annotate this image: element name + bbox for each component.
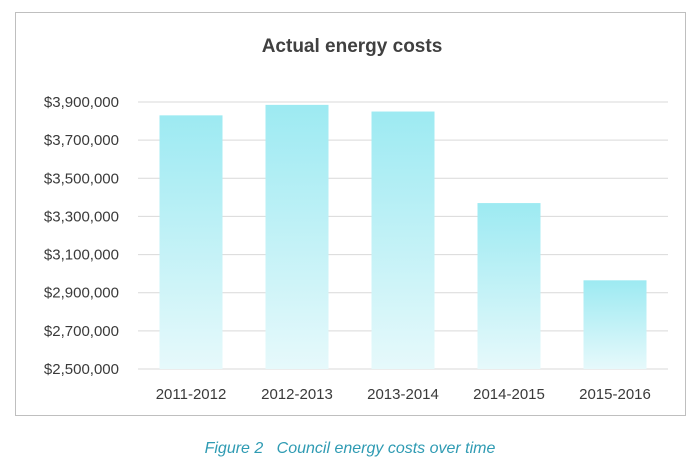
bar-chart: Actual energy costs $2,500,000 $2,700,000… [44,36,668,403]
bar-2015-2016 [583,280,647,369]
figure-caption-label: Figure 2 [204,440,264,457]
x-axis-tick-labels: 2011-2012 2012-2013 2013-2014 2014-2015 2015… [156,386,651,403]
y-tick-label: $2,900,000 [44,285,119,302]
bar-2011-2012 [159,115,223,369]
bar-2013-2014 [371,111,435,370]
bars [159,104,647,370]
y-axis-tick-labels: $2,500,000 $2,700,000 $2,900,000 $3,100,000… [44,94,119,378]
y-tick-label: $3,300,000 [44,208,119,225]
y-tick-label: $2,500,000 [44,361,119,378]
x-tick-label: 2014-2015 [473,386,545,403]
chart-title: Actual energy costs [262,36,443,57]
y-tick-label: $3,700,000 [44,132,119,149]
x-tick-label: 2013-2014 [367,386,439,403]
x-tick-label: 2012-2013 [261,386,333,403]
y-tick-label: $3,100,000 [44,247,119,264]
x-tick-label: 2015-2016 [579,386,651,403]
figure-caption-text: Council energy costs over time [276,440,496,457]
x-tick-label: 2011-2012 [156,386,227,403]
bar-2014-2015 [477,203,541,369]
y-tick-label: $3,900,000 [44,94,119,111]
figure-caption: Figure 2 Council energy costs over time [0,440,700,458]
bar-2012-2013 [265,104,329,369]
y-tick-label: $2,700,000 [44,323,119,340]
y-tick-label: $3,500,000 [44,170,119,187]
chart-frame: Actual energy costs $2,500,000 $2,700,000… [15,12,686,416]
